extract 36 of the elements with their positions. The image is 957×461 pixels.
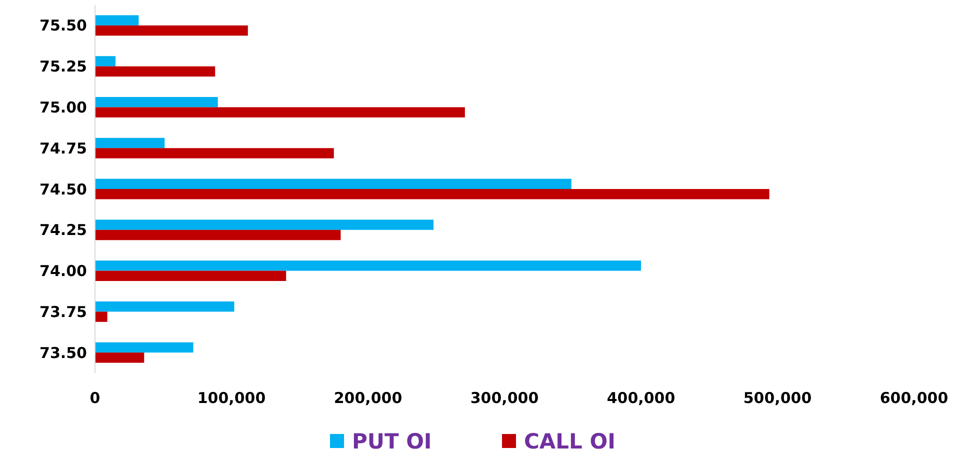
bar (95, 312, 108, 322)
x-tick-label: 400,000 (606, 389, 676, 407)
bar (95, 56, 116, 66)
bar (95, 97, 218, 108)
bar (95, 15, 139, 26)
y-tick-label: 74.25 (40, 221, 87, 240)
bar (95, 220, 434, 230)
bar (95, 107, 465, 118)
bar (95, 260, 641, 271)
y-tick-label: 74.75 (40, 139, 87, 158)
y-tick-label: 73.50 (40, 344, 87, 362)
x-tick-label: 0 (90, 389, 100, 407)
bar (95, 230, 341, 240)
x-tick-label: 300,000 (470, 389, 539, 407)
bar (95, 189, 770, 200)
y-tick-label: 75.00 (40, 98, 87, 116)
legend-label: CALL OI (524, 429, 616, 454)
bar (95, 178, 572, 189)
bar (95, 25, 248, 36)
y-tick-label: 75.25 (40, 58, 87, 76)
legend-label: PUT OI (352, 429, 432, 454)
bar (95, 138, 165, 148)
bar (95, 148, 334, 158)
x-tick-label: 500,000 (743, 389, 812, 407)
x-tick-label: 100,000 (197, 389, 266, 407)
y-tick-label: 73.75 (40, 302, 87, 321)
bar (95, 66, 216, 77)
y-tick-label: 74.50 (40, 180, 87, 198)
bar (95, 301, 234, 312)
y-tick-label: 75.50 (40, 16, 87, 35)
bar (95, 352, 144, 363)
bar (95, 270, 286, 281)
x-tick-label: 200,000 (334, 389, 402, 407)
x-tick-label: 600,000 (880, 389, 948, 407)
bar (95, 342, 194, 353)
y-tick-label: 74.00 (40, 262, 87, 280)
